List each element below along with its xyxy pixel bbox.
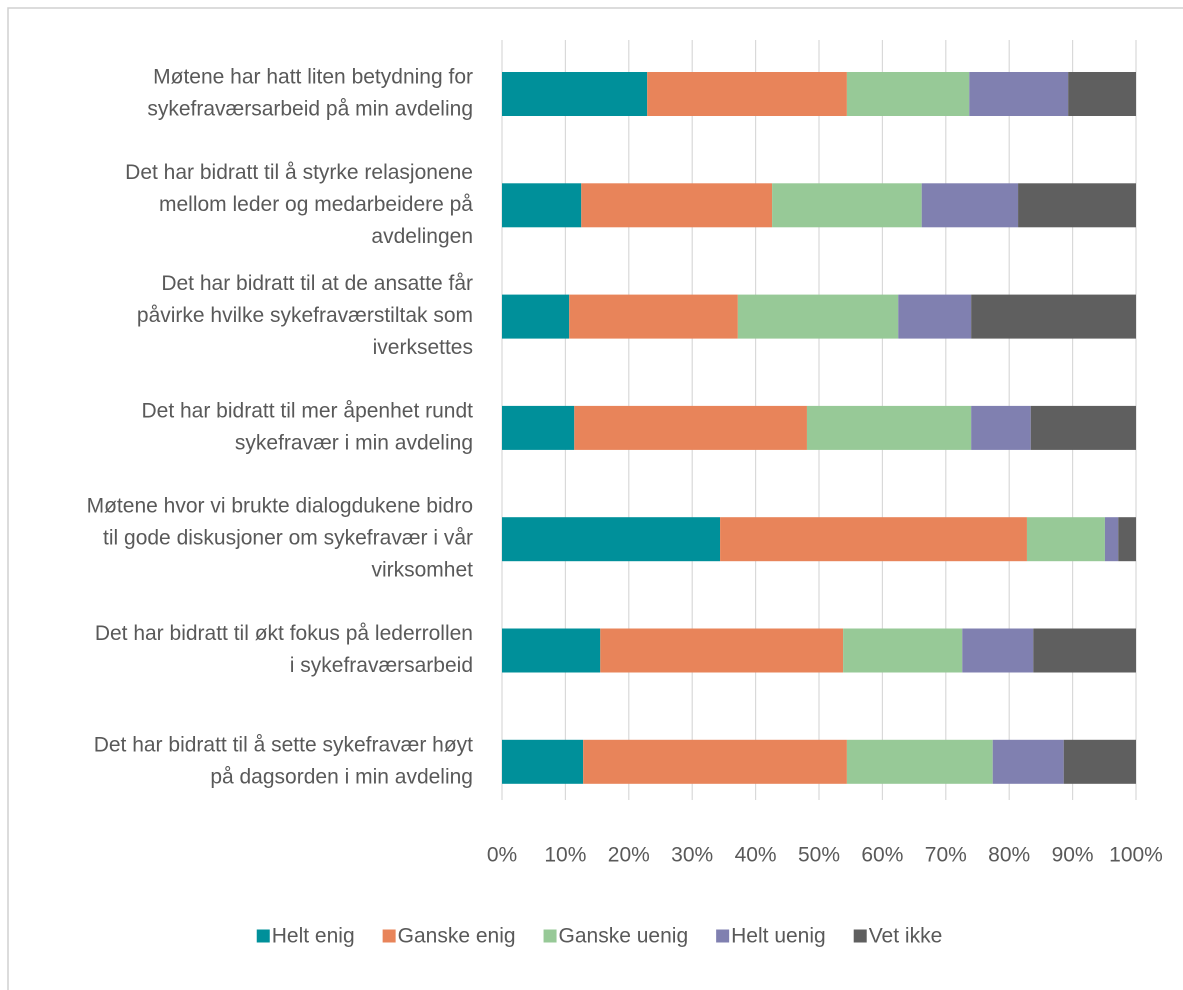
bar-segment: [1118, 517, 1136, 562]
bar-segment: [1026, 517, 1105, 562]
x-tick-label: 80%: [988, 844, 1030, 867]
category-label: i sykefraværsarbeid: [290, 654, 473, 677]
category-label: påvirke hvilke sykefraværstiltak som: [137, 304, 473, 327]
bar-segment: [502, 405, 575, 450]
legend-swatch: [716, 929, 730, 943]
x-tick-label: 100%: [1109, 844, 1163, 867]
bar-segment: [583, 739, 847, 784]
bar-segment: [843, 628, 963, 673]
x-tick-label: 70%: [925, 844, 967, 867]
bar-segment: [737, 294, 899, 339]
category-label: virksomhet: [371, 559, 473, 582]
bar-segment: [772, 183, 922, 228]
legend-swatch: [382, 929, 396, 943]
bar-segment: [720, 517, 1027, 562]
bar-segment: [962, 628, 1034, 673]
x-tick-label: 0%: [487, 844, 517, 867]
category-label: Det har bidratt til økt fokus på lederro…: [95, 622, 473, 645]
legend-label: Ganske uenig: [559, 925, 689, 948]
bar-segment: [1068, 72, 1136, 116]
bar-segment: [898, 294, 972, 339]
category-label: Det har bidratt til mer åpenhet rundt: [141, 399, 473, 422]
bar-segment: [502, 739, 584, 784]
bar-segment: [1018, 183, 1136, 228]
bar-segment: [569, 294, 738, 339]
bar-segment: [574, 405, 807, 450]
category-label: Det har bidratt til å sette sykefravær h…: [94, 733, 473, 756]
x-tick-label: 30%: [671, 844, 713, 867]
chart-frame: [7, 7, 1183, 990]
category-label: sykefravær i min avdeling: [235, 431, 473, 454]
x-tick-label: 20%: [608, 844, 650, 867]
category-label: til gode diskusjoner om sykefravær i vår: [103, 527, 473, 550]
category-label: sykefraværsarbeid på min avdeling: [147, 98, 473, 121]
bar-segment: [502, 72, 648, 116]
legend-label: Vet ikke: [869, 925, 943, 948]
legend-swatch: [256, 929, 270, 943]
x-tick-label: 10%: [544, 844, 586, 867]
x-tick-label: 90%: [1052, 844, 1094, 867]
bar-segment: [921, 183, 1019, 228]
category-label: Det har bidratt til at de ansatte får: [161, 272, 473, 295]
category-label: avdelingen: [371, 225, 473, 248]
category-label: Møtene har hatt liten betydning for: [153, 66, 473, 89]
x-tick-label: 40%: [735, 844, 777, 867]
category-label: iverksettes: [373, 336, 473, 359]
bar-segment: [647, 72, 847, 116]
category-label: Det har bidratt til å styrke relasjonene: [125, 161, 473, 184]
legend-swatch: [543, 929, 557, 943]
bar-segment: [971, 405, 1031, 450]
legend-label: Helt enig: [272, 925, 355, 948]
bar-segment: [600, 628, 844, 673]
bar-segment: [846, 72, 970, 116]
legend-label: Helt uenig: [731, 925, 826, 948]
bar-segment: [806, 405, 972, 450]
bar-segment: [846, 739, 993, 784]
bar-segment: [1033, 628, 1136, 673]
bar-segment: [992, 739, 1064, 784]
bar-segment: [581, 183, 773, 228]
bar-segment: [502, 294, 570, 339]
bar-segment: [971, 294, 1136, 339]
legend-label: Ganske enig: [398, 925, 516, 948]
category-label: mellom leder og medarbeidere på: [159, 193, 473, 216]
bar-segment: [1063, 739, 1136, 784]
legend-swatch: [853, 929, 867, 943]
bar-segment: [969, 72, 1069, 116]
bar-segment: [502, 517, 721, 562]
category-label: på dagsorden i min avdeling: [210, 765, 473, 788]
x-tick-label: 60%: [861, 844, 903, 867]
category-label: Møtene hvor vi brukte dialogdukene bidro: [87, 495, 473, 518]
bar-segment: [502, 183, 582, 228]
x-tick-label: 50%: [798, 844, 840, 867]
bar-segment: [502, 628, 601, 673]
bar-segment: [1104, 517, 1119, 562]
bar-segment: [1030, 405, 1136, 450]
